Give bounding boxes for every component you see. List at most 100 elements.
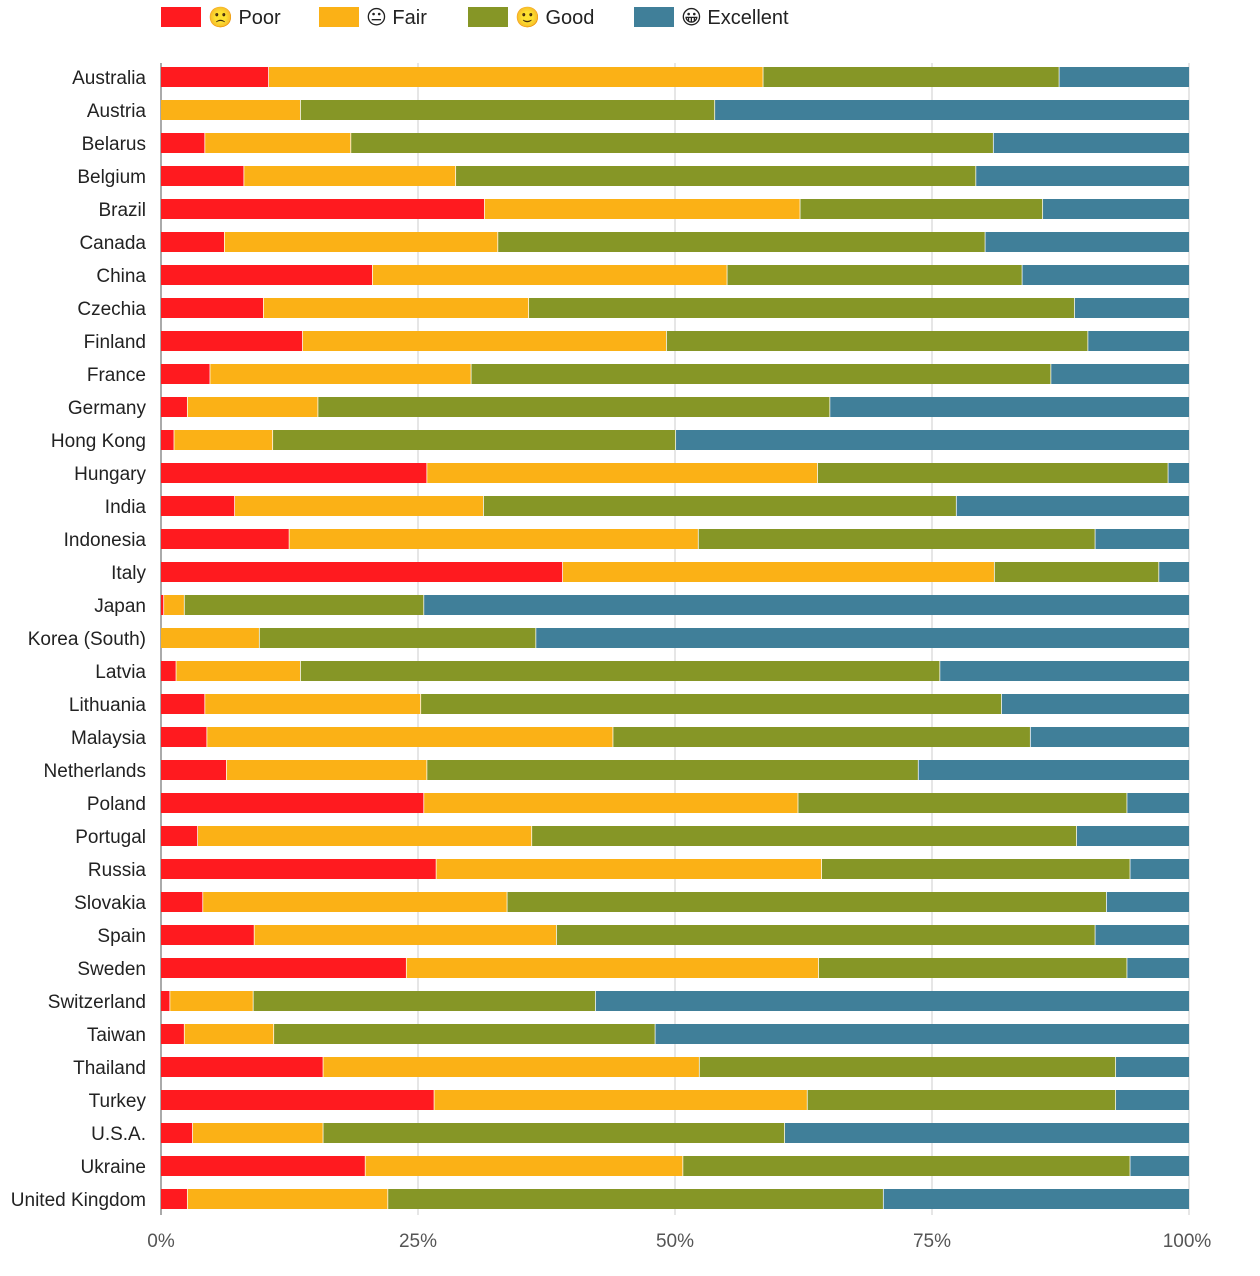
bar-germany-poor	[161, 397, 188, 417]
bar-france-good	[471, 364, 1052, 384]
bar-belarus-poor	[161, 133, 206, 153]
bar-india-excellent	[956, 496, 1189, 516]
bar-australia-fair	[268, 67, 764, 87]
bar-turkey-good	[807, 1090, 1117, 1110]
bar-poland-fair	[424, 793, 799, 813]
category-label: Portugal	[75, 827, 146, 848]
bar-portugal-good	[532, 826, 1077, 846]
bar-slovakia-fair	[203, 892, 508, 912]
category-label: Sweden	[77, 959, 146, 980]
bar-lithuania-poor	[161, 694, 206, 714]
bar-indonesia-fair	[289, 529, 699, 549]
category-label: Finland	[84, 332, 146, 353]
bar-slovakia-good	[507, 892, 1107, 912]
bar-germany-good	[318, 397, 831, 417]
category-label: Thailand	[73, 1058, 146, 1079]
bar-united-kingdom-excellent	[883, 1189, 1189, 1209]
legend-label: 🙁 Poor	[208, 6, 281, 29]
bar-ukraine-good	[683, 1156, 1131, 1176]
bar-germany-fair	[187, 397, 319, 417]
bar-belgium-good	[456, 166, 977, 186]
bar-spain-excellent	[1095, 925, 1189, 945]
x-tick-label: 50%	[656, 1231, 694, 1252]
bar-poland-good	[798, 793, 1128, 813]
bar-austria-excellent	[715, 100, 1189, 120]
x-axis: 0% 25% 50% 75% 100%	[147, 1231, 1211, 1252]
bar-lithuania-good	[421, 694, 1002, 714]
legend-label: 😀 Excellent	[681, 7, 789, 29]
bar-russia-good	[822, 859, 1131, 879]
category-label: Hong Kong	[51, 431, 146, 452]
bar-india-fair	[235, 496, 484, 516]
bar-netherlands-good	[427, 760, 919, 780]
legend-swatch-poor	[161, 7, 201, 27]
bar-u-s-a-fair	[192, 1123, 324, 1143]
bar-sweden-good	[818, 958, 1128, 978]
bar-united-kingdom-poor	[161, 1189, 188, 1209]
bar-belgium-poor	[161, 166, 245, 186]
bar-india-poor	[161, 496, 236, 516]
bar-canada-good	[498, 232, 986, 252]
bar-china-fair	[372, 265, 728, 285]
category-label: Korea (South)	[28, 629, 146, 650]
bar-switzerland-poor	[161, 991, 171, 1011]
bar-ukraine-fair	[365, 1156, 684, 1176]
bars	[161, 67, 1190, 1209]
category-label: Netherlands	[44, 761, 146, 782]
bar-finland-fair	[302, 331, 667, 351]
legend-label: 😐 Fair	[366, 7, 427, 29]
bar-latvia-excellent	[940, 661, 1189, 681]
bar-poland-poor	[161, 793, 425, 813]
bar-hungary-fair	[427, 463, 818, 483]
bar-malaysia-good	[613, 727, 1031, 747]
bar-germany-excellent	[830, 397, 1189, 417]
category-label: Belgium	[77, 167, 146, 188]
bar-latvia-fair	[176, 661, 301, 681]
bar-korea-south-good	[259, 628, 537, 648]
bar-slovakia-poor	[161, 892, 204, 912]
bar-slovakia-excellent	[1106, 892, 1189, 912]
x-tick-label: 0%	[147, 1231, 175, 1252]
bar-switzerland-excellent	[595, 991, 1189, 1011]
bar-japan-fair	[164, 595, 185, 615]
bar-netherlands-poor	[161, 760, 227, 780]
bar-france-fair	[210, 364, 472, 384]
bar-spain-poor	[161, 925, 255, 945]
category-labels: Australia Austria Belarus Belgium Brazil Cana…	[11, 68, 147, 1211]
category-label: Taiwan	[87, 1025, 146, 1046]
bar-malaysia-poor	[161, 727, 208, 747]
bar-italy-poor	[161, 562, 563, 582]
bar-italy-good	[994, 562, 1160, 582]
bar-japan-poor	[161, 595, 165, 615]
bar-hungary-excellent	[1168, 463, 1189, 483]
bar-australia-excellent	[1059, 67, 1189, 87]
category-label: Japan	[94, 596, 146, 617]
bar-united-kingdom-fair	[187, 1189, 389, 1209]
bar-hong-kong-poor	[161, 430, 175, 450]
bar-u-s-a-excellent	[784, 1123, 1189, 1143]
bar-netherlands-fair	[226, 760, 428, 780]
category-label: Germany	[68, 398, 147, 419]
bar-lithuania-fair	[205, 694, 422, 714]
legend-label: 🙂 Good	[515, 6, 594, 29]
x-tick-label: 25%	[399, 1231, 437, 1252]
bar-china-good	[727, 265, 1023, 285]
category-label: Czechia	[77, 299, 146, 320]
category-label: Hungary	[74, 464, 146, 485]
bar-italy-fair	[562, 562, 995, 582]
bar-spain-good	[556, 925, 1096, 945]
category-label: Belarus	[82, 134, 146, 155]
bar-japan-excellent	[424, 595, 1190, 615]
bar-portugal-excellent	[1076, 826, 1189, 846]
bar-thailand-good	[699, 1057, 1117, 1077]
bar-brazil-fair	[484, 199, 801, 219]
category-label: Malaysia	[71, 728, 146, 749]
bar-thailand-fair	[323, 1057, 700, 1077]
bar-russia-excellent	[1130, 859, 1189, 879]
category-label: Lithuania	[69, 695, 147, 716]
bar-france-poor	[161, 364, 211, 384]
bar-spain-fair	[254, 925, 557, 945]
bar-netherlands-excellent	[918, 760, 1189, 780]
bar-korea-south-fair	[161, 628, 260, 648]
